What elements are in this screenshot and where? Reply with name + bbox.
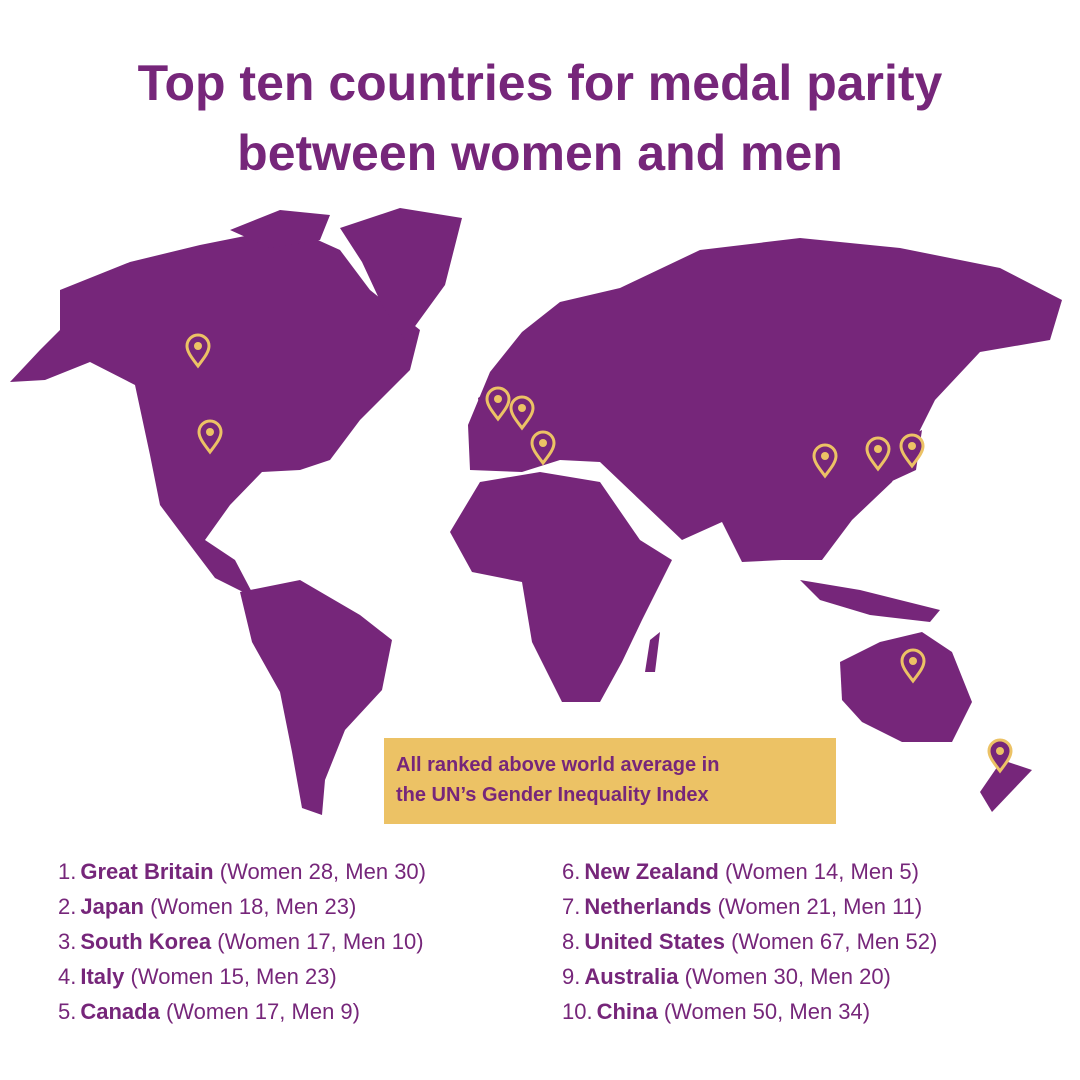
medal-detail: (Women 15, Men 23) (130, 964, 337, 989)
title-line: between women and men (237, 125, 843, 181)
pin-shape (900, 648, 926, 684)
pin-shape (987, 738, 1013, 774)
rank: 7. (562, 894, 581, 919)
pin (812, 443, 838, 479)
pin-shape (185, 333, 211, 369)
pin (530, 430, 556, 466)
medal-detail: (Women 17, Men 9) (165, 999, 360, 1024)
note-box: All ranked above world average in the UN… (384, 738, 836, 824)
list-column: 1. Great Britain (Women 28, Men 30) 2. Japa… (58, 854, 426, 1029)
pins (185, 333, 1013, 774)
country: Australia (584, 964, 679, 989)
arctic-islands (230, 210, 330, 248)
pin (185, 333, 211, 369)
list-item: 4. Italy (Women 15, Men 23) (58, 959, 426, 994)
pin-shape (485, 386, 511, 422)
note-line: All ranked above world average in (396, 754, 720, 776)
pin-dot (206, 428, 214, 436)
list-item: 5. Canada (Women 17, Men 9) (58, 994, 426, 1029)
medal-detail: (Women 67, Men 52) (731, 929, 938, 954)
pin-dot (821, 452, 829, 460)
medal-detail: (Women 30, Men 20) (684, 964, 891, 989)
country: Great Britain (80, 859, 214, 884)
country: Canada (80, 999, 160, 1024)
title: Top ten countries for medal parity betwe… (0, 48, 1080, 188)
medal-detail: (Women 21, Men 11) (717, 894, 923, 919)
pin (865, 436, 891, 472)
pin-shape (509, 395, 535, 431)
rank: 9. (562, 964, 581, 989)
africa (450, 472, 672, 702)
pin (197, 419, 223, 455)
country: China (596, 999, 658, 1024)
pin (900, 648, 926, 684)
rank: 6. (562, 859, 581, 884)
pin (987, 738, 1013, 774)
eurasia (468, 238, 1062, 562)
pin-dot (518, 404, 526, 412)
medal-detail: (Women 14, Men 5) (724, 859, 919, 884)
pin-dot (908, 442, 916, 450)
rank: 2. (58, 894, 77, 919)
medal-detail: (Women 50, Men 34) (663, 999, 871, 1024)
medal-detail: (Women 28, Men 30) (219, 859, 426, 884)
madagascar (645, 632, 660, 672)
pin-dot (874, 445, 882, 453)
pin (485, 386, 511, 422)
rank: 1. (58, 859, 77, 884)
country: New Zealand (584, 859, 719, 884)
rank: 8. (562, 929, 581, 954)
rank: 10. (562, 999, 593, 1024)
pin-shape (530, 430, 556, 466)
list-item: 6. New Zealand (Women 14, Men 5) (562, 854, 937, 889)
country: Japan (80, 894, 144, 919)
north-america (10, 232, 420, 598)
greenland (340, 208, 462, 340)
title-line: Top ten countries for medal parity (137, 55, 943, 111)
pin-dot (194, 342, 202, 350)
list-item: 7. Netherlands (Women 21, Men 11) (562, 889, 937, 924)
rank: 5. (58, 999, 77, 1024)
pin-shape (899, 433, 925, 469)
pin (899, 433, 925, 469)
pin-shape (865, 436, 891, 472)
country: United States (584, 929, 725, 954)
rank: 4. (58, 964, 77, 989)
world-map (10, 208, 1062, 815)
medal-detail: (Women 17, Men 10) (217, 929, 424, 954)
country: Netherlands (584, 894, 712, 919)
note-line: the UN’s Gender Inequality Index (396, 784, 709, 806)
south-america (240, 580, 392, 815)
pin-shape (197, 419, 223, 455)
pin-dot (909, 657, 917, 665)
list-item: 8. United States (Women 67, Men 52) (562, 924, 937, 959)
southeast-asia (800, 580, 940, 622)
country: South Korea (80, 929, 212, 954)
continents (10, 208, 1062, 815)
country: Italy (80, 964, 125, 989)
list-item: 9. Australia (Women 30, Men 20) (562, 959, 937, 994)
medal-detail: (Women 18, Men 23) (150, 894, 357, 919)
new-zealand (980, 760, 1032, 812)
pin-shape (812, 443, 838, 479)
list-item: 10. China (Women 50, Men 34) (562, 994, 937, 1029)
rank: 3. (58, 929, 77, 954)
list-item: 2. Japan (Women 18, Men 23) (58, 889, 426, 924)
pin (509, 395, 535, 431)
list-item: 1. Great Britain (Women 28, Men 30) (58, 854, 426, 889)
list-item: 3. South Korea (Women 17, Men 10) (58, 924, 426, 959)
pin-dot (494, 395, 502, 403)
pin-dot (996, 747, 1004, 755)
pin-dot (539, 439, 547, 447)
list-column: 6. New Zealand (Women 14, Men 5) 7. Netherl… (562, 854, 937, 1029)
australia (840, 632, 972, 742)
